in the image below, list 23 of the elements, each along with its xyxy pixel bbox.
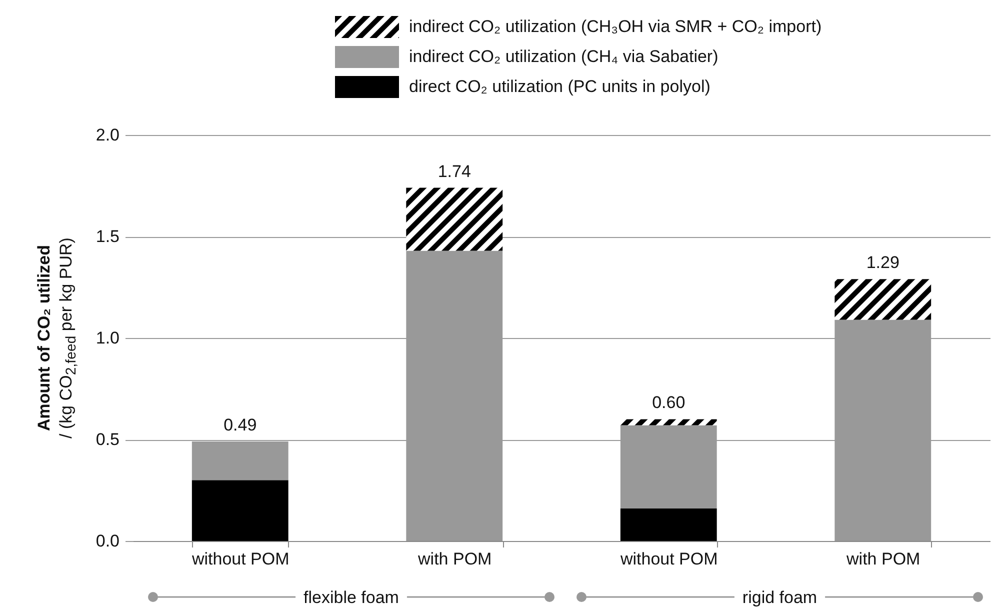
total-label: 0.60 xyxy=(652,393,686,412)
x-tick-label: without POM xyxy=(619,550,718,568)
text: flexible foam xyxy=(304,588,399,607)
x-tick-label: with POM xyxy=(417,550,492,568)
x-tick-label: without POM xyxy=(190,550,290,568)
y-tick-label: 0.0 xyxy=(96,532,120,550)
text: rigid foam xyxy=(742,588,818,607)
total-label: 1.29 xyxy=(866,253,900,272)
bar xyxy=(192,480,288,541)
legend-label: indirect CO₂ utilization (CH₃OH via SMR + CO₂ import) xyxy=(409,17,822,37)
bar xyxy=(406,188,503,251)
x-tick-label: with POM xyxy=(846,550,920,568)
y-tick-label: 1.0 xyxy=(96,328,120,348)
bar xyxy=(620,508,717,541)
y-tick-label: 2.0 xyxy=(96,126,120,144)
total-label: 1.74 xyxy=(438,162,471,181)
total-label: 0.49 xyxy=(224,416,257,435)
legend-label: indirect CO₂ utilization (CH₄ via Sabatier) xyxy=(409,47,718,67)
bar xyxy=(620,419,717,426)
y-tick-label: 1.5 xyxy=(96,227,120,246)
legend-label: direct CO₂ utilization (PC units in polyol) xyxy=(409,77,710,97)
bar xyxy=(834,279,932,320)
y-tick-label: 0.5 xyxy=(96,430,120,449)
